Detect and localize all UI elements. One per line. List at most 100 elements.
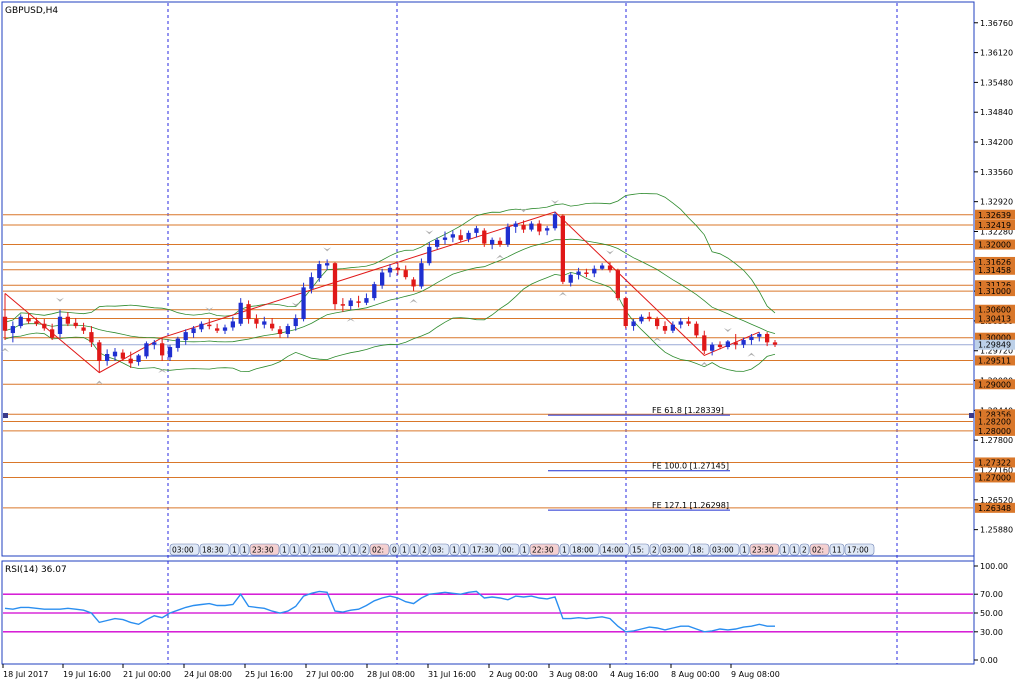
- time-tick-label: 2 Aug 00:00: [489, 670, 538, 679]
- level-price-tag: [975, 339, 1015, 350]
- price-tick-label: 1.34840: [980, 108, 1013, 117]
- session-label: 1: [412, 546, 417, 555]
- candle-body: [18, 316, 23, 327]
- band-upper-line: [4, 192, 776, 323]
- candle-body: [403, 270, 408, 278]
- vertical-separators: [167, 3, 898, 664]
- rsi-tick-label: 100.00: [980, 562, 1008, 571]
- session-label: 23:30: [252, 546, 274, 555]
- rsi-axis: 100.00 70.00 50.00 30.00 0.00: [974, 562, 1008, 665]
- rsi-tick-label: 30.00: [980, 628, 1003, 637]
- candle-body: [552, 214, 558, 229]
- candle-body: [207, 324, 212, 327]
- level-price-tag-label: 1.29511: [978, 356, 1011, 365]
- candle-body: [73, 322, 78, 327]
- candlesticks: [2, 211, 778, 373]
- time-tick-label: 8 Aug 00:00: [671, 670, 720, 679]
- candle-body: [513, 223, 518, 227]
- time-tick-label: 18 Jul 2017: [3, 670, 48, 679]
- right-scroll-marker[interactable]: [969, 413, 974, 418]
- level-price-tag-label: 1.30413: [978, 314, 1011, 323]
- level-price-tag-label: 1.32419: [978, 221, 1011, 230]
- session-label: 02:: [812, 546, 824, 555]
- candle-body: [662, 326, 668, 331]
- session-label: 03:00: [172, 546, 194, 555]
- candle-body: [372, 284, 377, 299]
- fractal-arrow: [56, 297, 64, 302]
- time-tick-label: 4 Aug 16:00: [610, 670, 659, 679]
- level-price-tag-label: 1.31626: [978, 258, 1011, 267]
- candle-body: [521, 224, 526, 230]
- candle-body: [450, 234, 455, 238]
- candle-body: [364, 298, 369, 303]
- candle-body: [57, 316, 63, 334]
- time-axis: 18 Jul 2017 19 Jul 16:00 21 Jul 00:00 24 Ju…: [2, 664, 780, 679]
- candle-body: [733, 342, 738, 345]
- fractal-arrow: [496, 254, 504, 259]
- candle-body: [175, 338, 180, 348]
- candle-body: [50, 329, 55, 338]
- session-label-box: [499, 543, 520, 556]
- candle-body: [655, 319, 660, 327]
- session-label-box: [289, 543, 300, 556]
- candle-body: [568, 274, 573, 283]
- session-label: 15:: [632, 546, 644, 555]
- chart-symbol-title: GBPUSD,H4: [5, 6, 58, 16]
- level-price-tag: [975, 220, 1015, 231]
- level-price-tag-label: 1.28000: [978, 427, 1011, 436]
- candle-body: [765, 333, 770, 343]
- session-label: 1: [232, 546, 237, 555]
- session-label: 1: [242, 546, 247, 555]
- level-price-tag-label: 1.31458: [978, 266, 1011, 275]
- fractal-arrow: [95, 380, 104, 385]
- horizontal-levels[interactable]: [3, 214, 973, 509]
- session-label: 1: [562, 546, 567, 555]
- level-price-tag-label: 1.31126: [978, 281, 1011, 290]
- session-label: 1: [522, 546, 527, 555]
- session-label: 03:: [432, 546, 444, 555]
- level-price-tag: [975, 304, 1015, 315]
- candle-body: [262, 321, 267, 325]
- fractal-arrow: [205, 307, 214, 312]
- candle-body: [120, 352, 125, 359]
- candle-body: [285, 326, 290, 334]
- rsi-tick-label: 50.00: [980, 609, 1003, 618]
- session-label-box: [169, 543, 200, 556]
- candle-body: [387, 267, 393, 273]
- session-label-box: [809, 543, 830, 556]
- candle-body: [246, 304, 251, 320]
- session-label-box: [649, 543, 660, 556]
- level-price-tag: [975, 425, 1015, 436]
- main-chart-frame: [1, 1, 975, 557]
- candle-body: [576, 271, 581, 275]
- session-label-box: [739, 543, 750, 556]
- fractal-arrow: [409, 299, 418, 304]
- candle-body: [42, 323, 47, 329]
- session-label-box: [659, 543, 690, 556]
- candle-body: [427, 246, 432, 264]
- session-label-box: [689, 543, 710, 556]
- candle-body: [772, 342, 778, 345]
- fractal-arrow: [700, 362, 709, 367]
- time-tick-label: 27 Jul 00:00: [306, 670, 354, 679]
- bollinger-bands: [4, 192, 776, 373]
- candle-body: [435, 239, 440, 247]
- session-label: 17:00: [847, 546, 869, 555]
- candle-body: [270, 323, 275, 329]
- candle-body: [615, 270, 620, 299]
- candle-body: [2, 316, 8, 331]
- session-label: 03:00: [712, 546, 734, 555]
- time-tick-label: 31 Jul 16:00: [428, 670, 476, 679]
- candle-body: [160, 343, 165, 356]
- level-price-tag: [975, 280, 1015, 291]
- session-label-box: [749, 543, 780, 556]
- left-scroll-marker[interactable]: [3, 413, 8, 418]
- rsi-line: [4, 590, 775, 633]
- session-label: 00:: [502, 546, 514, 555]
- zigzag-line: [4, 211, 760, 374]
- fibonacci-expansion-lines[interactable]: FE 61.8 [1.28339] FE 100.0 [1.27145] FE 12…: [548, 406, 730, 511]
- session-label: 18:: [692, 546, 704, 555]
- fe-level-label: FE 61.8 [1.28339]: [652, 406, 724, 415]
- fractal-arrow: [551, 199, 559, 204]
